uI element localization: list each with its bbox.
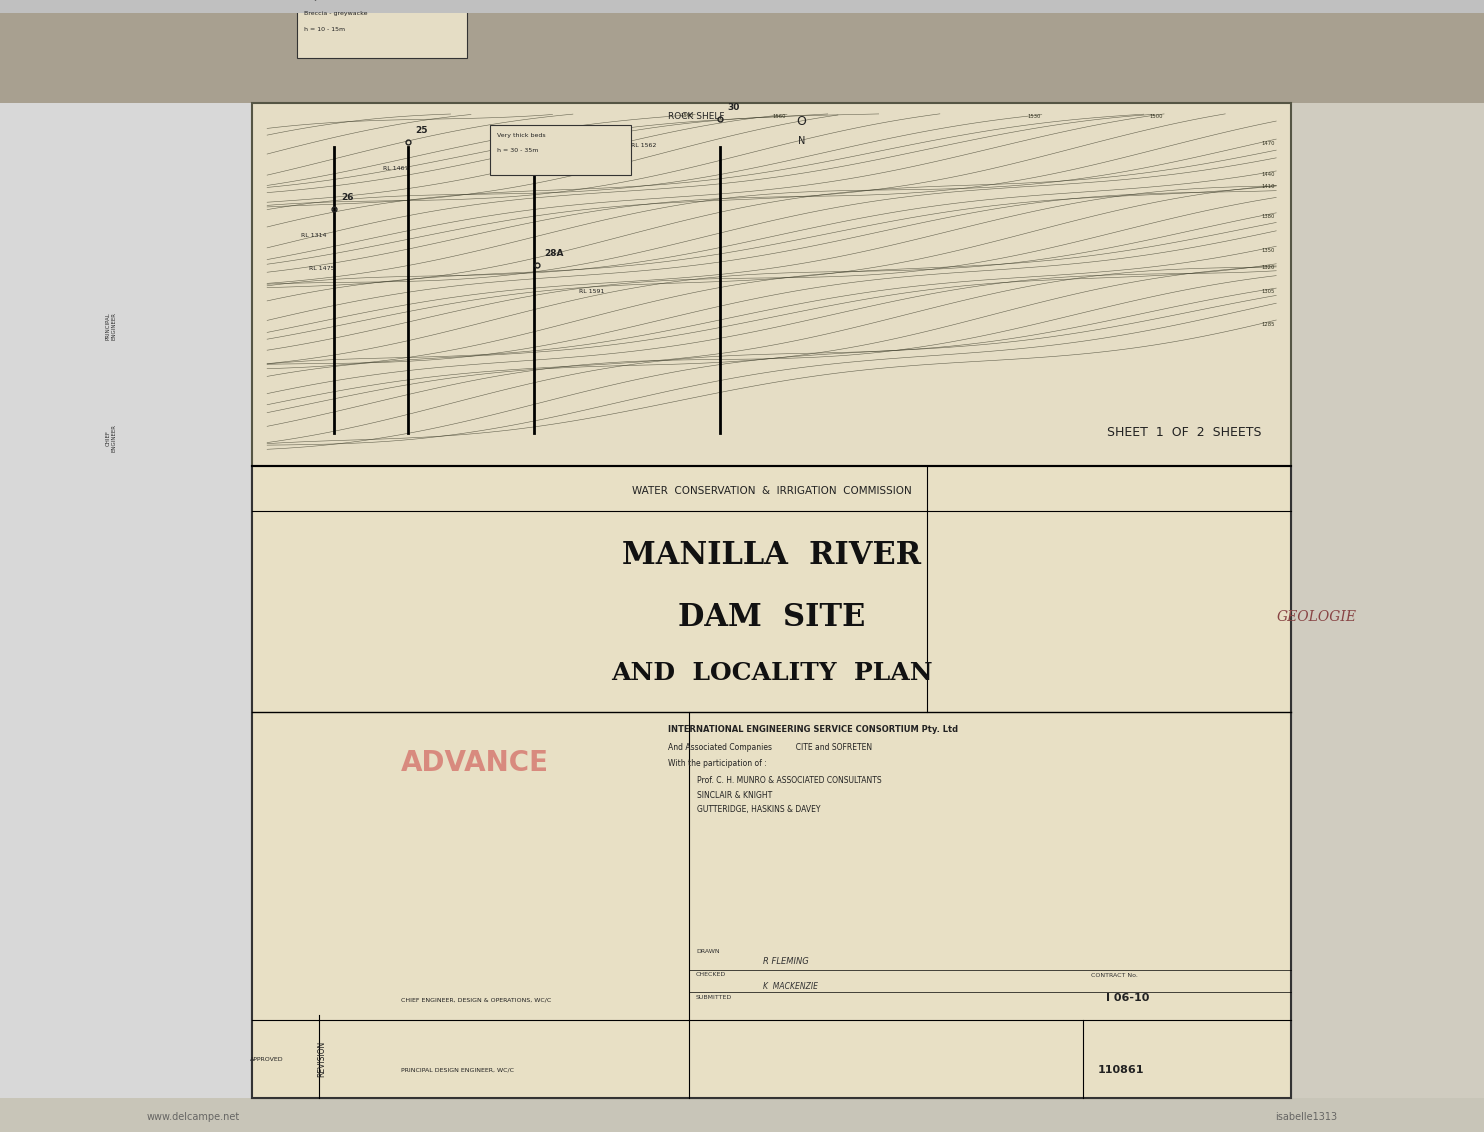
Text: K  MACKENZIE: K MACKENZIE [763,983,818,990]
Text: RL 1591: RL 1591 [579,289,604,294]
Bar [252,466,1291,1098]
Text: MANILLA  RIVER: MANILLA RIVER [622,540,922,572]
Text: REVISION: REVISION [318,1041,326,1078]
Text: O: O [797,115,806,128]
Text: 1440: 1440 [1261,172,1275,177]
Text: 30: 30 [727,103,739,112]
Text: INTERNATIONAL ENGINEERING SERVICE CONSORTIUM Pty. Ltd: INTERNATIONAL ENGINEERING SERVICE CONSOR… [668,724,959,734]
Text: GEOLOGIE: GEOLOGIE [1276,610,1356,624]
Text: 28A: 28A [545,249,564,258]
Text: GUTTERIDGE, HASKINS & DAVEY: GUTTERIDGE, HASKINS & DAVEY [697,805,821,814]
Text: DAM  SITE: DAM SITE [678,602,865,633]
Text: I 06-10: I 06-10 [1106,993,1149,1003]
Text: 1285: 1285 [1261,323,1275,327]
Text: DRAWN: DRAWN [696,950,720,954]
Text: APPROVED: APPROVED [251,1057,283,1062]
Text: WATER  CONSERVATION  &  IRRIGATION  COMMISSION: WATER CONSERVATION & IRRIGATION COMMISSI… [632,486,911,496]
Text: isabelle1313: isabelle1313 [1275,1113,1337,1123]
Text: 26: 26 [341,192,353,201]
Bar [0,14,1484,103]
Text: 1470: 1470 [1261,142,1275,146]
Text: ADVANCE: ADVANCE [401,748,549,777]
Text: SUBMITTED: SUBMITTED [696,995,732,1001]
Text: Breccia - greywacke: Breccia - greywacke [304,11,368,16]
Text: h = 30 - 35m: h = 30 - 35m [497,148,539,154]
Text: www.delcampe.net: www.delcampe.net [147,1113,239,1123]
Text: CONTRACT No.: CONTRACT No. [1091,972,1138,978]
Text: SINCLAIR & KNIGHT: SINCLAIR & KNIGHT [697,791,773,799]
Text: Prof. C. H. MUNRO & ASSOCIATED CONSULTANTS: Prof. C. H. MUNRO & ASSOCIATED CONSULTAN… [697,777,881,786]
Text: 1410: 1410 [1261,183,1275,189]
Text: Very thick beds: Very thick beds [304,0,353,1]
Bar [297,0,467,58]
Text: 1305: 1305 [1261,289,1275,294]
Text: 1590: 1590 [681,113,695,119]
Bar [0,1098,1484,1132]
Text: 1500: 1500 [1150,114,1163,119]
Text: RL 1314: RL 1314 [301,233,326,238]
Text: 1320: 1320 [1261,265,1275,269]
Text: CHIEF ENGINEER, DESIGN & OPERATIONS, WC/C: CHIEF ENGINEER, DESIGN & OPERATIONS, WC/… [401,997,551,1003]
Text: 1350: 1350 [1261,248,1275,252]
Text: R FLEMING: R FLEMING [763,958,809,967]
Bar [0,14,252,1132]
Text: 1380: 1380 [1261,214,1275,220]
Text: With the participation of :: With the participation of : [668,760,767,769]
Text: CHIEF
ENGINEER: CHIEF ENGINEER [105,424,117,453]
Text: PRINCIPAL
ENGINEER: PRINCIPAL ENGINEER [105,312,117,341]
Bar [1291,14,1484,1132]
Text: Very thick beds: Very thick beds [497,132,546,138]
Text: RL 1562: RL 1562 [631,144,656,148]
Text: RL 1467: RL 1467 [383,165,408,171]
Text: ROCK SHELF: ROCK SHELF [668,112,724,121]
Text: 1530: 1530 [1027,114,1040,119]
Text: RL 1475: RL 1475 [309,266,334,272]
Text: AND  LOCALITY  PLAN: AND LOCALITY PLAN [611,661,932,685]
Bar [490,125,631,175]
Text: CHECKED: CHECKED [696,971,726,977]
Text: 25: 25 [416,126,427,135]
Text: SHEET  1  OF  2  SHEETS: SHEET 1 OF 2 SHEETS [1107,426,1261,439]
Text: PRINCIPAL DESIGN ENGINEER, WC/C: PRINCIPAL DESIGN ENGINEER, WC/C [401,1067,513,1073]
Bar [252,103,1291,1098]
Text: And Associated Companies          CITE and SOFRETEN: And Associated Companies CITE and SOFRET… [668,743,873,752]
Text: N: N [798,136,804,146]
Text: 110861: 110861 [1098,1065,1144,1075]
Text: 1560: 1560 [773,114,787,119]
Text: h = 10 - 15m: h = 10 - 15m [304,26,346,32]
